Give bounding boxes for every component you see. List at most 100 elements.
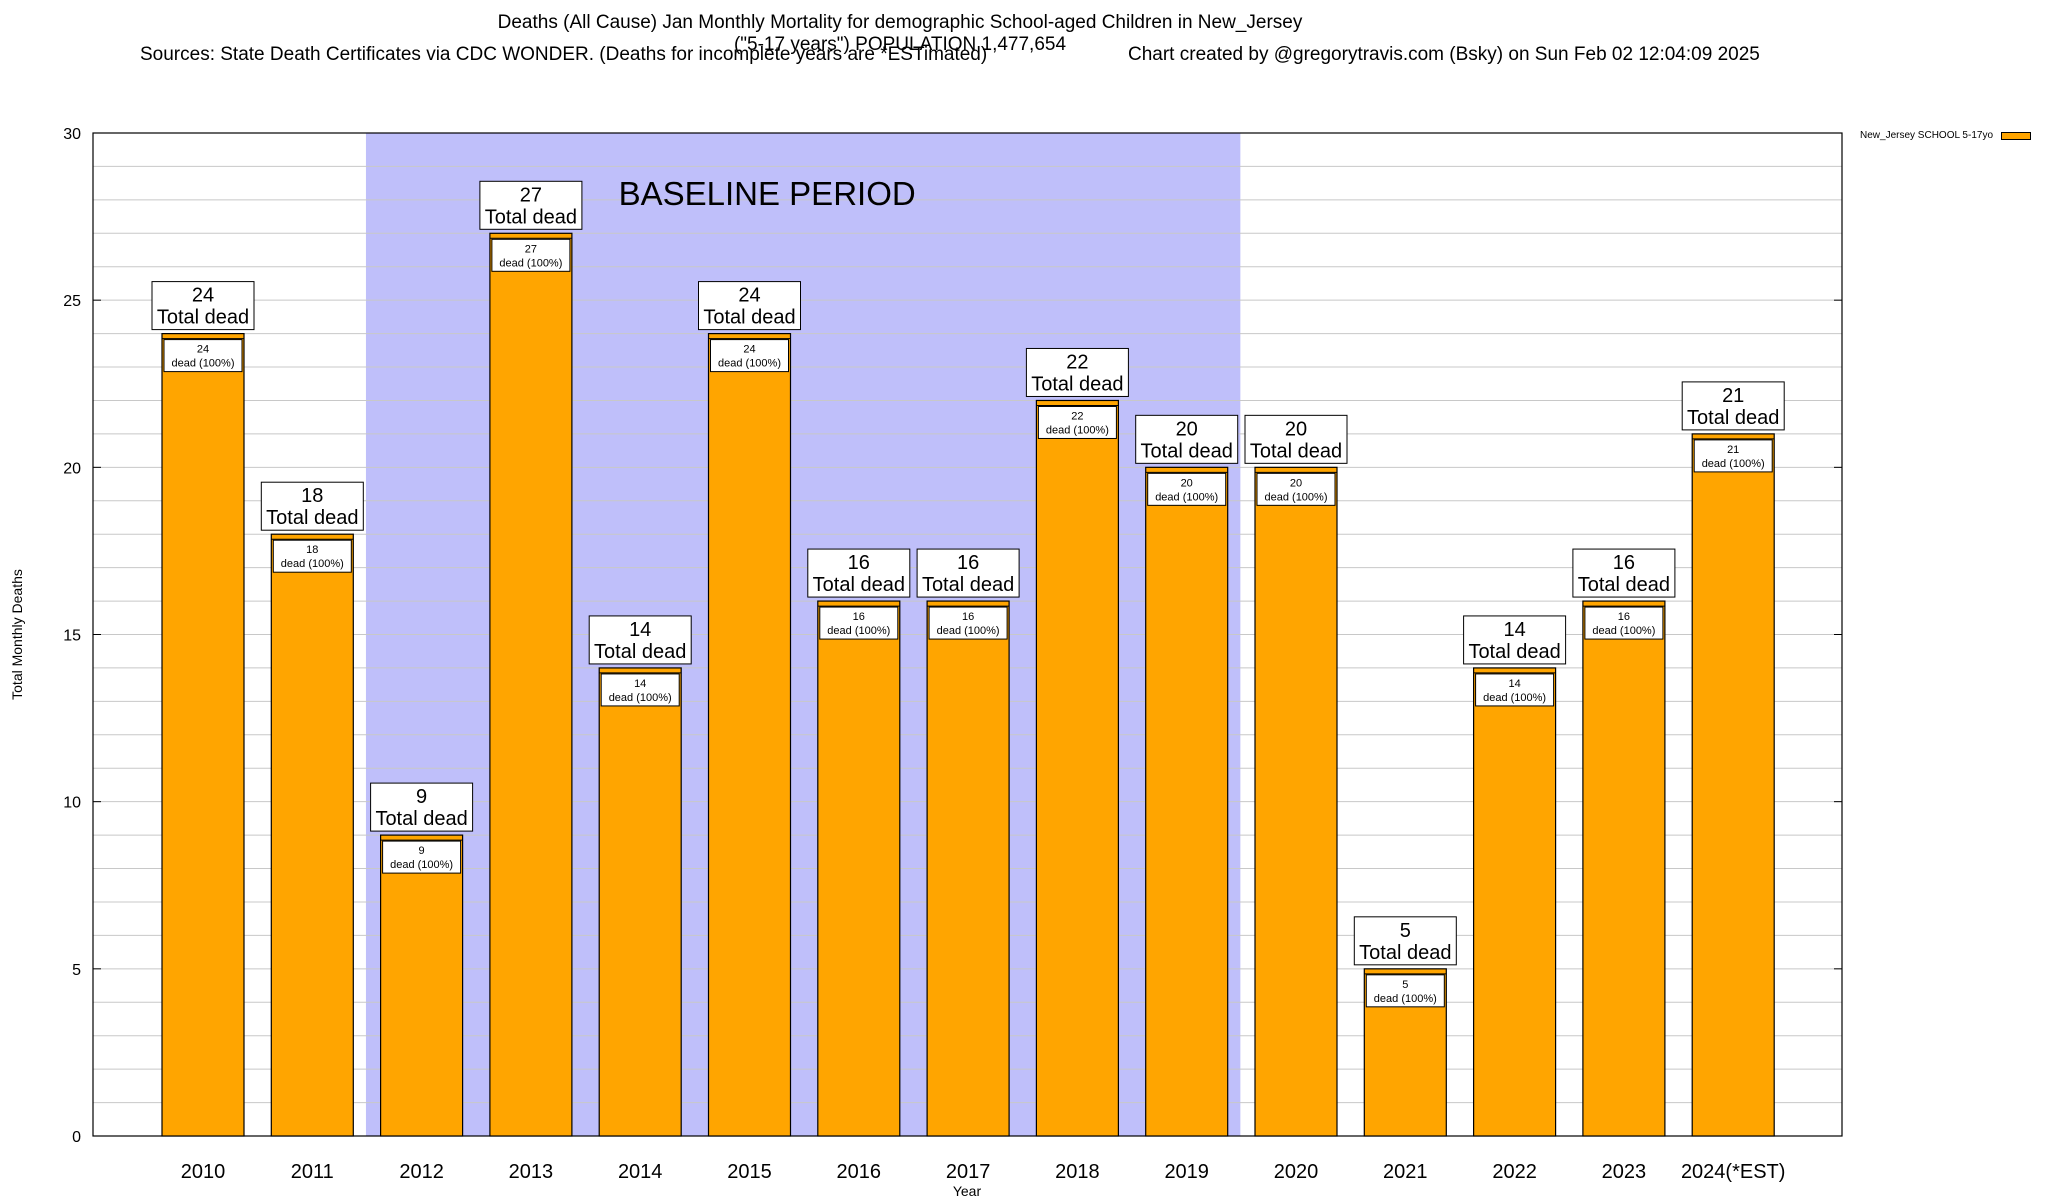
bar-inner-label-box [1147, 472, 1227, 506]
x-tick-label: 2012 [399, 1161, 444, 1183]
chart-title: Deaths (All Cause) Jan Monthly Mortality… [497, 12, 1303, 33]
legend-swatch [2001, 131, 2032, 140]
bar-inner-label-box [1693, 439, 1773, 473]
bar-total-suffix: Total dead [375, 808, 467, 830]
bar-total-label-box [479, 180, 583, 230]
x-tick-label: 2021 [1383, 1161, 1428, 1183]
bar-total-suffix: Total dead [1578, 574, 1670, 596]
bar-total-label-box [698, 281, 801, 331]
x-tick-label: 2014 [618, 1161, 663, 1183]
bar-total-label-box [370, 782, 474, 832]
bar-inner-label-box [272, 539, 352, 573]
bar-total-value: 22 [1066, 351, 1088, 373]
x-axis-label: Year [953, 1183, 982, 1199]
bar [489, 232, 573, 1137]
bar-inner-label-box [491, 238, 571, 272]
bar [1691, 433, 1775, 1137]
bar-total-label-box [260, 481, 364, 531]
bar-inner-label-box [1475, 673, 1555, 707]
x-tick-label: 2024(*EST) [1681, 1161, 1786, 1183]
bar-inner-value: 14 [634, 678, 646, 690]
bar-inner-label-box [600, 673, 680, 707]
bar-total-suffix: Total dead [1359, 942, 1451, 964]
bar-inner-suffix: dead (100%) [1046, 424, 1109, 436]
chart-legend: New_Jersey SCHOOL 5-17yo [1860, 130, 2032, 141]
y-tick-label: 25 [63, 293, 81, 310]
bar-inner-suffix: dead (100%) [1374, 993, 1437, 1005]
bar-total-label-box [807, 548, 911, 598]
bar-inner-suffix: dead (100%) [1265, 491, 1328, 503]
bar-inner-label-box [928, 606, 1008, 640]
x-tick-label: 2023 [1602, 1161, 1647, 1183]
bar-total-suffix: Total dead [1250, 440, 1342, 462]
bar-inner-suffix: dead (100%) [1702, 458, 1765, 470]
bar-inner-suffix: dead (100%) [172, 358, 235, 370]
bar-inner-suffix: dead (100%) [499, 257, 562, 269]
bar-total-suffix: Total dead [485, 206, 577, 228]
bar-inner-suffix: dead (100%) [1592, 625, 1655, 637]
bar-inner-suffix: dead (100%) [281, 558, 344, 570]
y-tick-label: 30 [63, 126, 81, 143]
bar-inner-label-box [710, 339, 789, 373]
bar [926, 600, 1010, 1137]
bar [1582, 600, 1666, 1137]
bar-inner-value: 24 [743, 344, 755, 356]
bar [380, 834, 464, 1137]
x-tick-label: 2016 [837, 1161, 882, 1183]
bar-total-label-box [916, 548, 1020, 598]
bar-total-suffix: Total dead [266, 507, 358, 529]
x-tick-label: 2019 [1164, 1161, 1209, 1183]
baseline-band-label: BASELINE PERIOD [619, 175, 916, 212]
bar-inner-label-box [1256, 472, 1336, 506]
bar-inner-suffix: dead (100%) [609, 692, 672, 704]
bar-inner-value: 5 [1402, 979, 1408, 991]
bar-inner-label-box [1037, 405, 1117, 439]
bar-total-label-box [1572, 548, 1676, 598]
x-tick-label: 2022 [1492, 1161, 1537, 1183]
bar-total-suffix: Total dead [922, 574, 1014, 596]
bar-inner-value: 16 [1618, 611, 1630, 623]
bar-total-value: 21 [1722, 385, 1744, 407]
bar [1145, 466, 1229, 1137]
bar-total-label-box [1025, 347, 1129, 397]
x-tick-label: 2018 [1055, 1161, 1100, 1183]
bar-total-suffix: Total dead [594, 641, 686, 663]
bar [707, 333, 792, 1137]
bar-inner-suffix: dead (100%) [1483, 692, 1546, 704]
bar [161, 333, 245, 1137]
bar [1254, 466, 1338, 1137]
bar-inner-label-box [382, 840, 462, 874]
bar-inner-label-box [1365, 974, 1445, 1008]
bar-total-label-box [588, 615, 692, 665]
bar-inner-suffix: dead (100%) [827, 625, 890, 637]
bar-inner-suffix: dead (100%) [1155, 491, 1218, 503]
bar-inner-value: 21 [1727, 444, 1739, 456]
bar-total-value: 20 [1285, 418, 1307, 440]
y-tick-label: 15 [63, 628, 81, 645]
bar-inner-value: 14 [1508, 678, 1520, 690]
bar-inner-label-box [1584, 606, 1664, 640]
x-tick-label: 2017 [946, 1161, 991, 1183]
bar-total-label-box [1244, 414, 1348, 464]
bar-total-suffix: Total dead [1141, 440, 1233, 462]
bar-total-value: 5 [1400, 920, 1411, 942]
bar-total-suffix: Total dead [157, 307, 249, 329]
bar-inner-value: 20 [1290, 477, 1302, 489]
bar-total-value: 24 [192, 285, 214, 307]
bar-total-value: 16 [1613, 552, 1635, 574]
bar-inner-suffix: dead (100%) [390, 859, 453, 871]
bar [817, 600, 901, 1137]
bar-total-label-box [1135, 414, 1239, 464]
bar-total-value: 16 [957, 552, 979, 574]
y-tick-label: 5 [72, 962, 81, 979]
x-tick-label: 2015 [727, 1161, 772, 1183]
bar-inner-suffix: dead (100%) [718, 358, 781, 370]
bar-total-value: 14 [629, 619, 651, 641]
bar [1472, 667, 1557, 1137]
bar-inner-label-box [819, 606, 899, 640]
bar-total-value: 14 [1503, 619, 1525, 641]
legend-label: New_Jersey SCHOOL 5-17yo [1860, 130, 1994, 141]
bar-total-suffix: Total dead [813, 574, 905, 596]
y-tick-label: 0 [72, 1129, 81, 1146]
